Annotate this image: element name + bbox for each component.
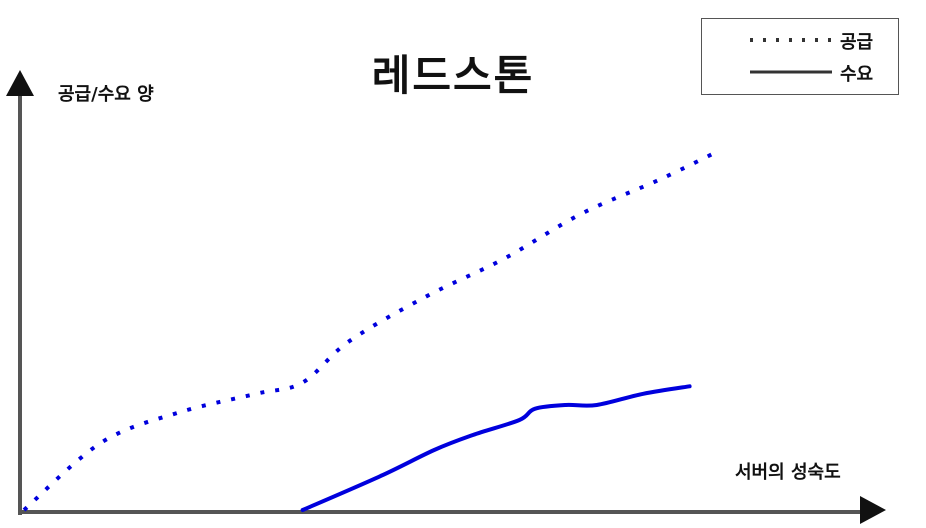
axes <box>6 70 886 524</box>
legend-item-supply: 공급 <box>702 25 898 55</box>
x-axis-arrow <box>860 496 886 524</box>
series-group <box>22 148 722 512</box>
series-line-supply <box>22 148 722 512</box>
legend-label-supply: 공급 <box>840 32 874 53</box>
y-axis-arrow <box>6 70 34 96</box>
legend-label-demand: 수요 <box>840 64 874 85</box>
x-axis-label: 서버의 성숙도 <box>735 462 841 483</box>
legend-swatch-supply <box>750 38 832 42</box>
legend: 공급 수요 <box>701 18 899 95</box>
chart-title: 레드스톤 <box>371 51 535 100</box>
series-line-demand <box>300 384 692 512</box>
y-axis-label: 공급/수요 양 <box>58 84 154 105</box>
legend-swatch-demand <box>750 70 832 74</box>
legend-item-demand: 수요 <box>702 57 898 87</box>
